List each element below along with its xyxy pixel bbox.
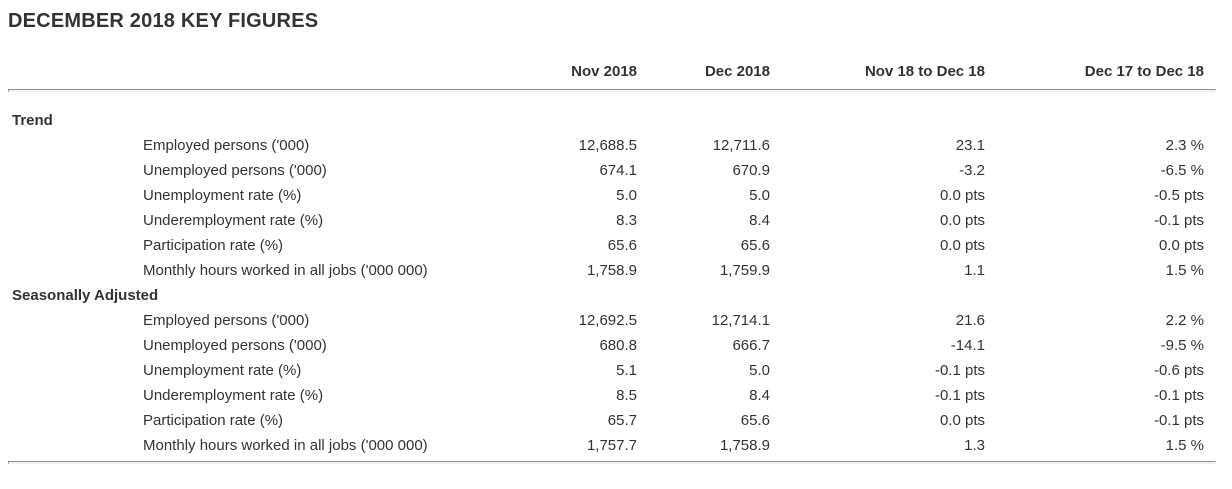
cell-dec-2018: 8.4: [749, 387, 770, 404]
footer-rule-row: [8, 458, 1216, 464]
row-label: Unemployed persons ('000): [143, 162, 327, 179]
cell-dec-2018: 670.9: [732, 162, 770, 179]
stub-header: [8, 33, 448, 89]
cell-nov-2018: 12,692.5: [578, 312, 637, 329]
column-header-nov-2018: Nov 2018: [571, 63, 637, 80]
row-label: Monthly hours worked in all jobs ('000 0…: [143, 262, 428, 279]
cell-dec17-to-dec18: 2.2 %: [1165, 312, 1204, 329]
table-row: Employed persons ('000) 12,688.5 12,711.…: [8, 133, 1216, 158]
cell-dec17-to-dec18: 1.5 %: [1165, 262, 1204, 279]
table-row: Monthly hours worked in all jobs ('000 0…: [8, 433, 1216, 458]
horizontal-rule: [8, 461, 1216, 464]
cell-nov18-to-dec18: -0.1 pts: [934, 362, 985, 379]
row-label: Unemployment rate (%): [143, 187, 302, 204]
cell-dec-2018: 666.7: [732, 337, 770, 354]
table-body: Trend Employed persons ('000) 12,688.5 1…: [8, 92, 1216, 464]
cell-dec17-to-dec18: 0.0 pts: [1158, 237, 1204, 254]
cell-nov18-to-dec18: 1.1: [964, 262, 985, 279]
row-label: Unemployment rate (%): [143, 362, 302, 379]
cell-nov18-to-dec18: 21.6: [955, 312, 985, 329]
cell-nov18-to-dec18: 1.3: [964, 437, 985, 454]
column-header-dec17-to-dec18: Dec 17 to Dec 18: [1084, 63, 1204, 80]
horizontal-rule: [8, 89, 1216, 92]
cell-dec17-to-dec18: -0.1 pts: [1153, 212, 1204, 229]
cell-nov-2018: 5.0: [616, 187, 637, 204]
cell-nov18-to-dec18: -0.1 pts: [934, 387, 985, 404]
cell-dec-2018: 5.0: [749, 362, 770, 379]
row-label: Participation rate (%): [143, 237, 284, 254]
cell-dec-2018: 65.6: [740, 237, 770, 254]
column-header-nov18-to-dec18: Nov 18 to Dec 18: [864, 63, 985, 80]
header-row: Nov 2018 Dec 2018 Nov 18 to Dec 18 Dec 1…: [8, 33, 1216, 89]
table-row: Employed persons ('000) 12,692.5 12,714.…: [8, 308, 1216, 333]
cell-nov18-to-dec18: -3.2: [959, 162, 985, 179]
cell-nov-2018: 8.5: [616, 387, 637, 404]
table-row: Participation rate (%) 65.7 65.6 0.0 pts…: [8, 408, 1216, 433]
cell-dec-2018: 1,758.9: [719, 437, 770, 454]
table-row: Unemployed persons ('000) 680.8 666.7 -1…: [8, 333, 1216, 358]
table-row: Underemployment rate (%) 8.5 8.4 -0.1 pt…: [8, 383, 1216, 408]
cell-dec-2018: 8.4: [749, 212, 770, 229]
row-label: Employed persons ('000): [143, 312, 310, 329]
section-title: Trend: [12, 112, 53, 129]
column-header-dec-2018: Dec 2018: [704, 63, 770, 80]
cell-dec17-to-dec18: -0.6 pts: [1153, 362, 1204, 379]
cell-nov-2018: 8.3: [616, 212, 637, 229]
row-label: Unemployed persons ('000): [143, 337, 327, 354]
cell-dec-2018: 5.0: [749, 187, 770, 204]
table-row: Monthly hours worked in all jobs ('000 0…: [8, 258, 1216, 283]
cell-dec17-to-dec18: -9.5 %: [1160, 337, 1204, 354]
cell-nov-2018: 12,688.5: [578, 137, 637, 154]
cell-nov-2018: 65.6: [607, 237, 637, 254]
cell-nov-2018: 674.1: [599, 162, 637, 179]
cell-dec17-to-dec18: 2.3 %: [1165, 137, 1204, 154]
row-label: Employed persons ('000): [143, 137, 310, 154]
row-label: Monthly hours worked in all jobs ('000 0…: [143, 437, 428, 454]
cell-dec-2018: 1,759.9: [719, 262, 770, 279]
section-title: Seasonally Adjusted: [12, 287, 159, 304]
page-title: DECEMBER 2018 KEY FIGURES: [8, 10, 319, 32]
cell-dec-2018: 65.6: [740, 412, 770, 429]
section-header-trend: Trend: [8, 92, 1216, 133]
cell-nov18-to-dec18: 0.0 pts: [939, 187, 985, 204]
row-label: Participation rate (%): [143, 412, 284, 429]
table-row: Unemployed persons ('000) 674.1 670.9 -3…: [8, 158, 1216, 183]
cell-dec-2018: 12,714.1: [711, 312, 770, 329]
table-row: Unemployment rate (%) 5.0 5.0 0.0 pts -0…: [8, 183, 1216, 208]
cell-nov18-to-dec18: 0.0 pts: [939, 237, 985, 254]
cell-dec17-to-dec18: -0.5 pts: [1153, 187, 1204, 204]
cell-nov-2018: 680.8: [599, 337, 637, 354]
cell-nov-2018: 1,758.9: [586, 262, 637, 279]
table-row: Underemployment rate (%) 8.3 8.4 0.0 pts…: [8, 208, 1216, 233]
cell-nov-2018: 1,757.7: [586, 437, 637, 454]
section-header-seasonally-adjusted: Seasonally Adjusted: [8, 283, 1216, 308]
cell-dec17-to-dec18: 1.5 %: [1165, 437, 1204, 454]
row-label: Underemployment rate (%): [143, 387, 324, 404]
cell-nov18-to-dec18: 0.0 pts: [939, 412, 985, 429]
cell-nov18-to-dec18: 0.0 pts: [939, 212, 985, 229]
key-figures-table: Nov 2018 Dec 2018 Nov 18 to Dec 18 Dec 1…: [8, 33, 1216, 464]
cell-nov18-to-dec18: -14.1: [950, 337, 985, 354]
header-rule-row: [8, 89, 1216, 92]
cell-dec17-to-dec18: -0.1 pts: [1153, 387, 1204, 404]
cell-dec-2018: 12,711.6: [712, 137, 770, 154]
row-label: Underemployment rate (%): [143, 212, 324, 229]
cell-nov-2018: 5.1: [616, 362, 637, 379]
table-row: Participation rate (%) 65.6 65.6 0.0 pts…: [8, 233, 1216, 258]
cell-nov18-to-dec18: 23.1: [955, 137, 985, 154]
cell-nov-2018: 65.7: [607, 412, 637, 429]
table-header: Nov 2018 Dec 2018 Nov 18 to Dec 18 Dec 1…: [8, 33, 1216, 92]
cell-dec17-to-dec18: -0.1 pts: [1153, 412, 1204, 429]
cell-dec17-to-dec18: -6.5 %: [1160, 162, 1204, 179]
table-row: Unemployment rate (%) 5.1 5.0 -0.1 pts -…: [8, 358, 1216, 383]
